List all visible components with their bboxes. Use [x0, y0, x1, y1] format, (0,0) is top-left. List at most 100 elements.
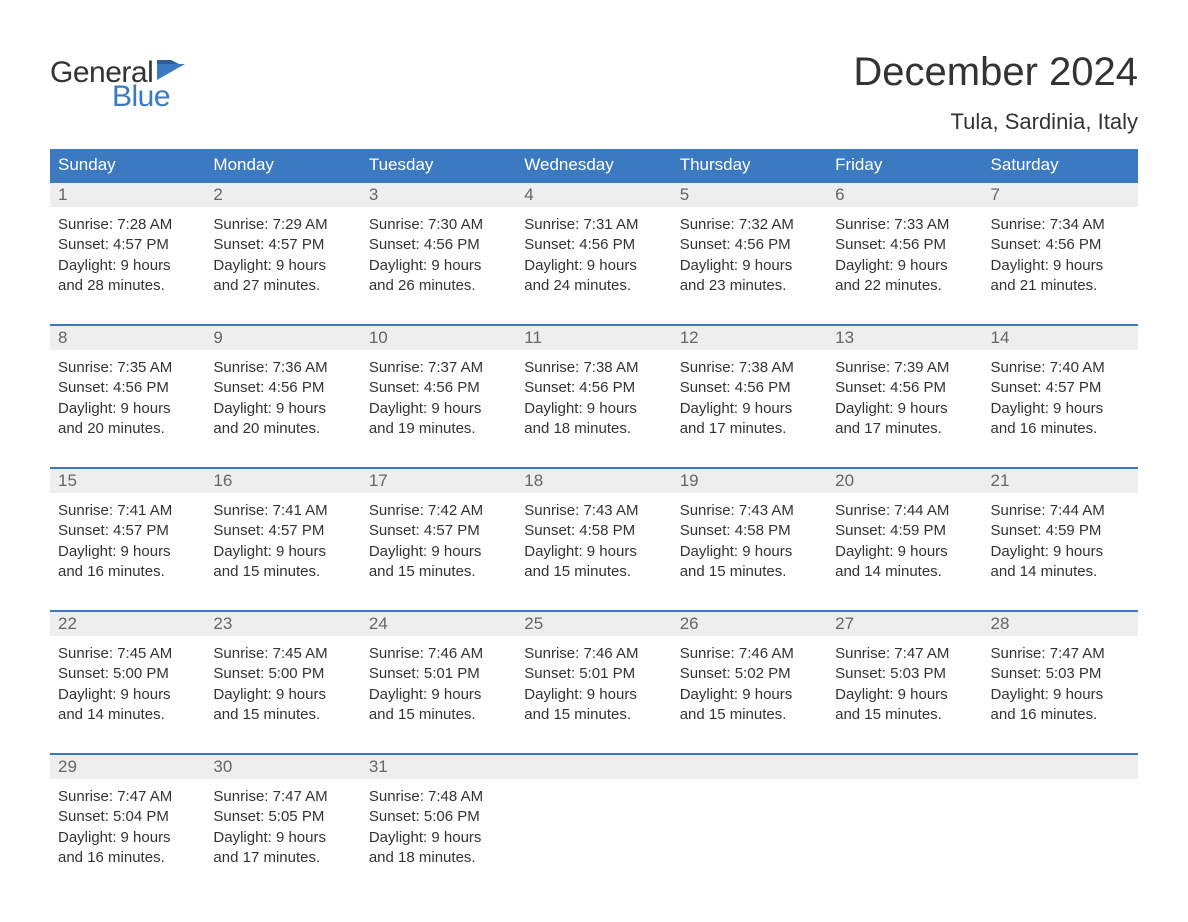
daylight-line-1: Daylight: 9 hours: [58, 828, 197, 848]
day-cell: Sunrise: 7:44 AMSunset: 4:59 PMDaylight:…: [983, 493, 1138, 596]
sunrise-line: Sunrise: 7:35 AM: [58, 358, 197, 378]
day-number-cell: 6: [827, 183, 982, 207]
day-cell: Sunrise: 7:35 AMSunset: 4:56 PMDaylight:…: [50, 350, 205, 453]
daylight-line-2: and 21 minutes.: [991, 276, 1130, 296]
sunset-line: Sunset: 5:01 PM: [369, 664, 508, 684]
sunset-line: Sunset: 5:00 PM: [58, 664, 197, 684]
weeks-container: 1234567Sunrise: 7:28 AMSunset: 4:57 PMDa…: [50, 181, 1138, 882]
daylight-line-2: and 17 minutes.: [213, 848, 352, 868]
day-cell: Sunrise: 7:38 AMSunset: 4:56 PMDaylight:…: [672, 350, 827, 453]
day-number: 8: [58, 328, 67, 347]
day-number-cell: 1: [50, 183, 205, 207]
month-title: December 2024: [853, 50, 1138, 95]
day-number: 1: [58, 185, 67, 204]
day-number-row: 15161718192021: [50, 469, 1138, 493]
day-number-row: 293031: [50, 755, 1138, 779]
sunrise-line: Sunrise: 7:41 AM: [58, 501, 197, 521]
day-number-cell: 26: [672, 612, 827, 636]
day-cell: Sunrise: 7:38 AMSunset: 4:56 PMDaylight:…: [516, 350, 671, 453]
day-number-cell: 15: [50, 469, 205, 493]
daylight-line-2: and 18 minutes.: [369, 848, 508, 868]
day-number-cell: 22: [50, 612, 205, 636]
sunset-line: Sunset: 4:58 PM: [524, 521, 663, 541]
day-cell: Sunrise: 7:42 AMSunset: 4:57 PMDaylight:…: [361, 493, 516, 596]
day-number: 12: [680, 328, 699, 347]
day-number-cell: 21: [983, 469, 1138, 493]
day-number: 27: [835, 614, 854, 633]
daylight-line-1: Daylight: 9 hours: [991, 685, 1130, 705]
day-number-cell: 8: [50, 326, 205, 350]
day-number-cell: 29: [50, 755, 205, 779]
day-cell: Sunrise: 7:29 AMSunset: 4:57 PMDaylight:…: [205, 207, 360, 310]
day-cell: Sunrise: 7:45 AMSunset: 5:00 PMDaylight:…: [50, 636, 205, 739]
day-cell: Sunrise: 7:33 AMSunset: 4:56 PMDaylight:…: [827, 207, 982, 310]
calendar-week: 22232425262728Sunrise: 7:45 AMSunset: 5:…: [50, 610, 1138, 739]
daylight-line-1: Daylight: 9 hours: [213, 542, 352, 562]
brand-logo: General Blue: [50, 50, 187, 112]
day-number-cell: 3: [361, 183, 516, 207]
sunset-line: Sunset: 5:05 PM: [213, 807, 352, 827]
day-body: Sunrise: 7:47 AMSunset: 5:03 PMDaylight:…: [835, 640, 974, 725]
daylight-line-2: and 23 minutes.: [680, 276, 819, 296]
daylight-line-2: and 15 minutes.: [835, 705, 974, 725]
sunset-line: Sunset: 4:56 PM: [58, 378, 197, 398]
day-number-cell: 18: [516, 469, 671, 493]
sunset-line: Sunset: 5:01 PM: [524, 664, 663, 684]
day-cell: Sunrise: 7:46 AMSunset: 5:01 PMDaylight:…: [361, 636, 516, 739]
daylight-line-1: Daylight: 9 hours: [58, 399, 197, 419]
sunrise-line: Sunrise: 7:42 AM: [369, 501, 508, 521]
sunrise-line: Sunrise: 7:47 AM: [835, 644, 974, 664]
day-number-row: 891011121314: [50, 326, 1138, 350]
day-number-row: 22232425262728: [50, 612, 1138, 636]
sunrise-line: Sunrise: 7:34 AM: [991, 215, 1130, 235]
sunset-line: Sunset: 4:57 PM: [58, 521, 197, 541]
day-number-cell: 9: [205, 326, 360, 350]
daylight-line-1: Daylight: 9 hours: [58, 685, 197, 705]
sunset-line: Sunset: 4:59 PM: [835, 521, 974, 541]
daylight-line-1: Daylight: 9 hours: [680, 685, 819, 705]
calendar-week: 15161718192021Sunrise: 7:41 AMSunset: 4:…: [50, 467, 1138, 596]
daylight-line-2: and 19 minutes.: [369, 419, 508, 439]
day-body: Sunrise: 7:42 AMSunset: 4:57 PMDaylight:…: [369, 497, 508, 582]
sunset-line: Sunset: 5:00 PM: [213, 664, 352, 684]
sunrise-line: Sunrise: 7:48 AM: [369, 787, 508, 807]
day-body: Sunrise: 7:46 AMSunset: 5:02 PMDaylight:…: [680, 640, 819, 725]
daylight-line-1: Daylight: 9 hours: [369, 256, 508, 276]
day-number: 10: [369, 328, 388, 347]
day-number: 23: [213, 614, 232, 633]
daylight-line-2: and 27 minutes.: [213, 276, 352, 296]
day-content-row: Sunrise: 7:28 AM Sunset: 4:57 PM Daylight:…: [50, 207, 1138, 310]
day-number-cell: 20: [827, 469, 982, 493]
day-cell: Sunrise: 7:41 AMSunset: 4:57 PMDaylight:…: [50, 493, 205, 596]
day-number-cell: 27: [827, 612, 982, 636]
day-body: Sunrise: 7:47 AMSunset: 5:03 PMDaylight:…: [991, 640, 1130, 725]
day-number-cell: 5: [672, 183, 827, 207]
sunset-line: Sunset: 4:56 PM: [524, 235, 663, 255]
daylight-line-2: and 14 minutes.: [58, 705, 197, 725]
day-number-cell: 16: [205, 469, 360, 493]
day-number-cell: 12: [672, 326, 827, 350]
daylight-line-2: and 17 minutes.: [835, 419, 974, 439]
day-number-cell: [983, 755, 1138, 779]
sunrise-line: Sunrise: 7:39 AM: [835, 358, 974, 378]
sunrise-line: Sunrise: 7:28 AM: [58, 215, 197, 235]
daylight-line-2: and 15 minutes.: [213, 562, 352, 582]
daylight-line-2: and 26 minutes.: [369, 276, 508, 296]
weekday-header: Saturday: [983, 149, 1138, 181]
day-body: Sunrise: 7:38 AMSunset: 4:56 PMDaylight:…: [680, 354, 819, 439]
day-body: Sunrise: 7:31 AMSunset: 4:56 PMDaylight:…: [524, 211, 663, 296]
day-body: Sunrise: 7:46 AMSunset: 5:01 PMDaylight:…: [369, 640, 508, 725]
sunrise-line: Sunrise: 7:38 AM: [680, 358, 819, 378]
day-cell: Sunrise: 7:43 AMSunset: 4:58 PMDaylight:…: [516, 493, 671, 596]
day-number-cell: 19: [672, 469, 827, 493]
sunrise-line: Sunrise: 7:43 AM: [680, 501, 819, 521]
sunset-line: Sunset: 5:03 PM: [991, 664, 1130, 684]
day-number: 22: [58, 614, 77, 633]
sunrise-line: Sunrise: 7:44 AM: [835, 501, 974, 521]
sunset-line: Sunset: 4:56 PM: [835, 235, 974, 255]
sunrise-line: Sunrise: 7:37 AM: [369, 358, 508, 378]
sunrise-line: Sunrise: 7:33 AM: [835, 215, 974, 235]
day-body: Sunrise: 7:38 AMSunset: 4:56 PMDaylight:…: [524, 354, 663, 439]
sunset-line: Sunset: 4:57 PM: [213, 235, 352, 255]
day-cell: Sunrise: 7:41 AMSunset: 4:57 PMDaylight:…: [205, 493, 360, 596]
